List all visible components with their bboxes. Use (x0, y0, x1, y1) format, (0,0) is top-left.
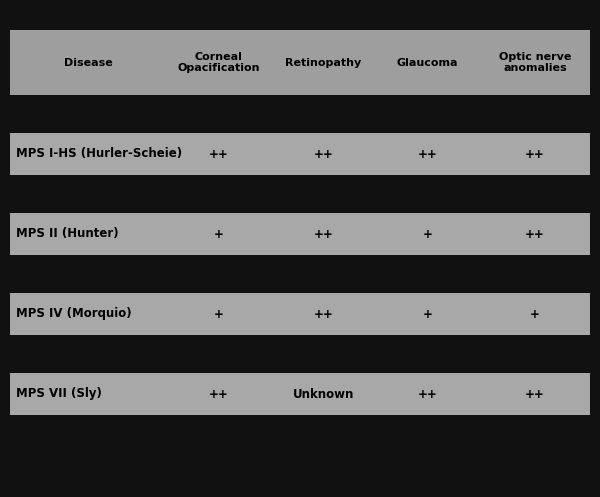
Bar (376, 293, 480, 335)
Bar (376, 213, 480, 255)
Bar (480, 373, 590, 415)
Bar (167, 293, 271, 335)
Text: ++: ++ (525, 388, 545, 401)
Bar (167, 30, 271, 95)
Bar (0, 255, 600, 293)
Bar (271, 373, 376, 415)
Text: +: + (214, 308, 224, 321)
Text: Disease: Disease (64, 58, 113, 68)
Text: Retinopathy: Retinopathy (285, 58, 361, 68)
Bar (480, 30, 590, 95)
Text: MPS IV (Morquio): MPS IV (Morquio) (16, 308, 131, 321)
Bar (0, 175, 600, 213)
Text: ++: ++ (418, 388, 437, 401)
Bar (0, 0, 600, 30)
Text: Glaucoma: Glaucoma (397, 58, 458, 68)
Bar (10, 30, 167, 95)
Bar (10, 373, 167, 415)
Bar (480, 293, 590, 335)
Text: +: + (214, 228, 224, 241)
Text: MPS VII (Sly): MPS VII (Sly) (16, 388, 102, 401)
Bar (0, 335, 600, 373)
Text: ++: ++ (418, 148, 437, 161)
Text: +: + (422, 308, 433, 321)
Bar (0, 415, 600, 497)
Text: ++: ++ (525, 228, 545, 241)
Text: ++: ++ (313, 308, 333, 321)
Text: ++: ++ (209, 388, 229, 401)
Bar (271, 213, 376, 255)
Text: ++: ++ (313, 148, 333, 161)
Bar (271, 30, 376, 95)
Bar (0, 95, 600, 133)
Text: +: + (422, 228, 433, 241)
Text: ++: ++ (525, 148, 545, 161)
Bar (271, 133, 376, 175)
Text: MPS I-HS (Hurler-Scheie): MPS I-HS (Hurler-Scheie) (16, 148, 182, 161)
Bar (271, 293, 376, 335)
Text: Optic nerve
anomalies: Optic nerve anomalies (499, 52, 571, 73)
Bar (376, 373, 480, 415)
Bar (167, 373, 271, 415)
Bar (167, 133, 271, 175)
Bar (480, 213, 590, 255)
Bar (376, 30, 480, 95)
Bar (10, 293, 167, 335)
Text: Corneal
Opacification: Corneal Opacification (178, 52, 260, 73)
Text: ++: ++ (209, 148, 229, 161)
Text: MPS II (Hunter): MPS II (Hunter) (16, 228, 119, 241)
Bar (167, 213, 271, 255)
Bar (10, 213, 167, 255)
Bar (480, 133, 590, 175)
Text: ++: ++ (313, 228, 333, 241)
Text: Unknown: Unknown (293, 388, 354, 401)
Bar (10, 133, 167, 175)
Bar (376, 133, 480, 175)
Text: +: + (530, 308, 540, 321)
